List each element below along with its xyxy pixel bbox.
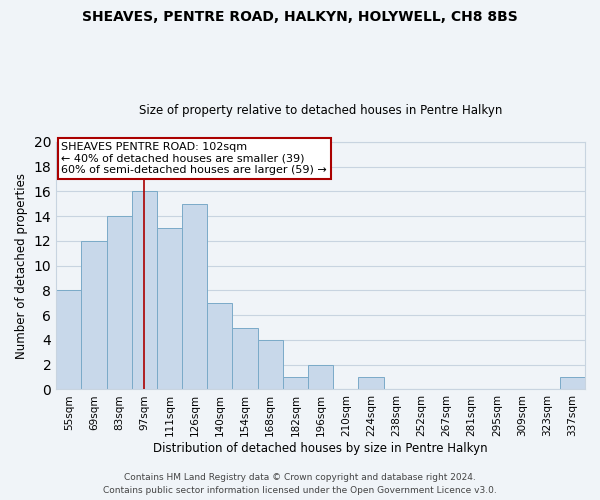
- Y-axis label: Number of detached properties: Number of detached properties: [15, 172, 28, 358]
- Text: SHEAVES PENTRE ROAD: 102sqm
← 40% of detached houses are smaller (39)
60% of sem: SHEAVES PENTRE ROAD: 102sqm ← 40% of det…: [61, 142, 327, 175]
- Text: Contains HM Land Registry data © Crown copyright and database right 2024.
Contai: Contains HM Land Registry data © Crown c…: [103, 474, 497, 495]
- X-axis label: Distribution of detached houses by size in Pentre Halkyn: Distribution of detached houses by size …: [153, 442, 488, 455]
- Bar: [232, 328, 257, 390]
- Title: Size of property relative to detached houses in Pentre Halkyn: Size of property relative to detached ho…: [139, 104, 502, 117]
- Bar: [358, 377, 383, 390]
- Bar: [207, 303, 232, 390]
- Bar: [257, 340, 283, 390]
- Bar: [283, 377, 308, 390]
- Bar: [82, 241, 107, 390]
- Text: SHEAVES, PENTRE ROAD, HALKYN, HOLYWELL, CH8 8BS: SHEAVES, PENTRE ROAD, HALKYN, HOLYWELL, …: [82, 10, 518, 24]
- Bar: [56, 290, 82, 390]
- Bar: [107, 216, 132, 390]
- Bar: [560, 377, 585, 390]
- Bar: [132, 192, 157, 390]
- Bar: [308, 364, 333, 390]
- Bar: [157, 228, 182, 390]
- Bar: [182, 204, 207, 390]
